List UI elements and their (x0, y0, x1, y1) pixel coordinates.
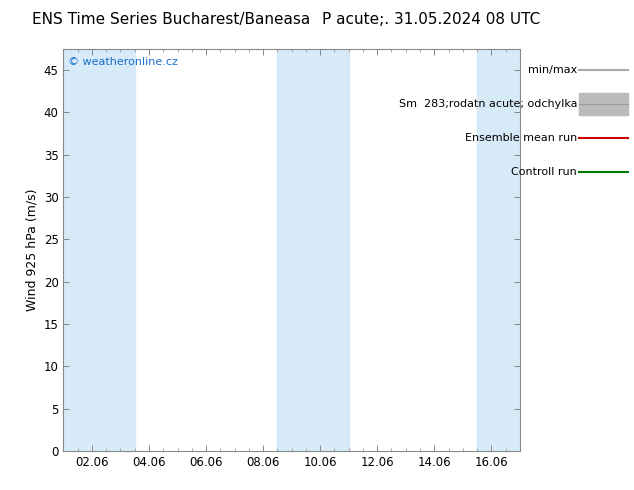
Text: ENS Time Series Bucharest/Baneasa: ENS Time Series Bucharest/Baneasa (32, 12, 310, 27)
Text: Ensemble mean run: Ensemble mean run (465, 133, 577, 143)
Bar (278, 49, 349, 451)
Y-axis label: Wind 925 hPa (m/s): Wind 925 hPa (m/s) (25, 189, 38, 311)
Bar (63, 49, 135, 451)
Bar (477, 49, 520, 451)
Text: P acute;. 31.05.2024 08 UTC: P acute;. 31.05.2024 08 UTC (322, 12, 540, 27)
Text: © weatheronline.cz: © weatheronline.cz (68, 57, 178, 67)
Text: min/max: min/max (527, 65, 577, 74)
Text: Controll run: Controll run (511, 168, 577, 177)
Text: Sm  283;rodatn acute; odchylka: Sm 283;rodatn acute; odchylka (399, 99, 577, 109)
